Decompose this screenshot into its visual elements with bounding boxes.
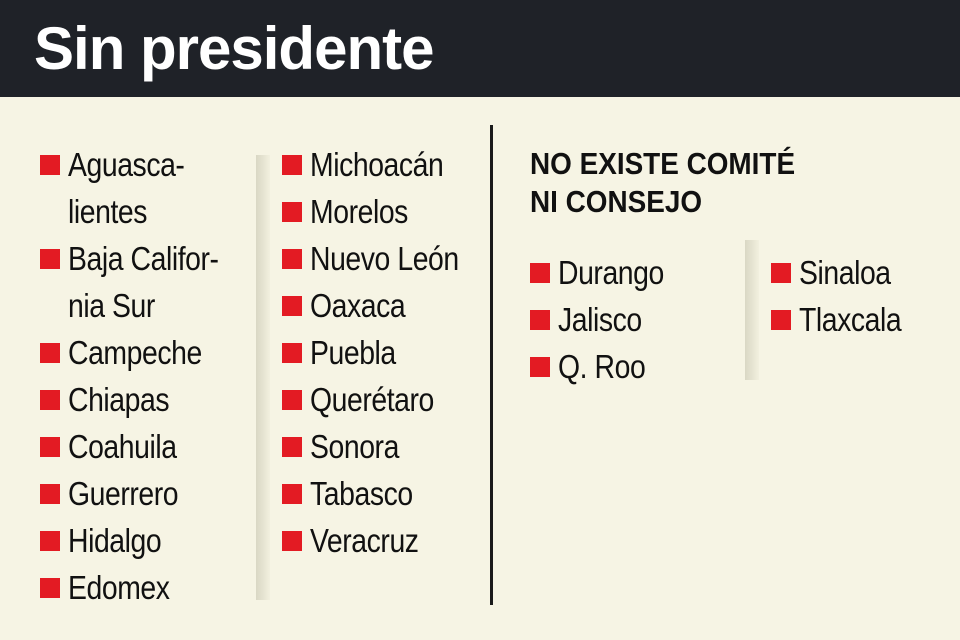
square-bullet-icon [282,437,302,457]
list-item: nia Sur [40,282,243,329]
state-name: Aguasca- [68,146,185,183]
list-item: Chiapas [40,376,243,423]
list-item: Michoacán [282,141,483,188]
state-name: Guerrero [68,475,179,512]
square-bullet-icon [530,310,550,330]
state-list-1: Aguasca-lientes Baja Califor-nia Sur Campe… [40,141,243,611]
list-item: Edomex [40,564,243,611]
state-name: Veracruz [310,522,419,559]
square-bullet-icon [40,343,60,363]
list-item: Oaxaca [282,282,483,329]
list-item: Q. Roo [530,343,681,390]
list-item: Durango [530,249,681,296]
list-item: Puebla [282,329,483,376]
list-item: lientes [40,188,243,235]
heading-line: NI CONSEJO [530,184,703,219]
square-bullet-icon [530,263,550,283]
square-bullet-icon [40,578,60,598]
square-bullet-icon [282,390,302,410]
state-name: Hidalgo [68,522,162,559]
state-name: Michoacán [310,146,444,183]
square-bullet-icon [282,531,302,551]
state-name: Chiapas [68,381,170,418]
state-list-4: Sinaloa Tlaxcala [771,249,918,343]
square-bullet-icon [282,249,302,269]
square-bullet-icon [282,155,302,175]
state-name: Puebla [310,334,396,371]
square-bullet-icon [40,484,60,504]
list-item: Jalisco [530,296,681,343]
list-item: Veracruz [282,517,483,564]
state-name: Campeche [68,334,202,371]
header-bar: Sin presidente [0,0,960,97]
state-name: Nuevo León [310,240,459,277]
state-name: Tlaxcala [799,301,902,338]
list-item: Hidalgo [40,517,243,564]
square-bullet-icon [282,484,302,504]
list-item: Campeche [40,329,243,376]
square-bullet-icon [771,263,791,283]
square-bullet-icon [282,343,302,363]
list-item: Morelos [282,188,483,235]
list-item: Sonora [282,423,483,470]
heading-line: NO EXISTE COMITÉ [530,146,796,181]
list-item: Sinaloa [771,249,918,296]
state-name: Coahuila [68,428,177,465]
state-name: Tabasco [310,475,413,512]
list-item: Tlaxcala [771,296,918,343]
square-bullet-icon [282,296,302,316]
column-divider [745,240,759,380]
list-item: Guerrero [40,470,243,517]
state-name: Jalisco [558,301,642,338]
state-name: Baja Califor- [68,240,219,277]
state-name: Oaxaca [310,287,406,324]
page-title: Sin presidente [34,15,434,82]
section-divider [490,125,493,605]
square-bullet-icon [40,155,60,175]
list-item: Tabasco [282,470,483,517]
state-name: Q. Roo [558,348,646,385]
state-name: Querétaro [310,381,434,418]
state-name: Durango [558,254,664,291]
list-item: Aguasca- [40,141,243,188]
square-bullet-icon [40,390,60,410]
column-divider [256,155,270,600]
list-item: Baja Califor- [40,235,243,282]
square-bullet-icon [530,357,550,377]
state-name: Morelos [310,193,408,230]
square-bullet-icon [40,531,60,551]
state-name: Edomex [68,569,170,606]
square-bullet-icon [40,437,60,457]
state-list-3: Durango Jalisco Q. Roo [530,249,681,390]
list-item: Querétaro [282,376,483,423]
state-name: Sonora [310,428,399,465]
state-name: lientes [68,193,148,230]
state-name: nia Sur [68,287,155,324]
state-name: Sinaloa [799,254,891,291]
square-bullet-icon [40,249,60,269]
list-item: Nuevo León [282,235,483,282]
list-item: Coahuila [40,423,243,470]
square-bullet-icon [282,202,302,222]
square-bullet-icon [771,310,791,330]
section-heading: NO EXISTE COMITÉ NI CONSEJO [530,145,825,221]
state-list-2: Michoacán Morelos Nuevo León Oaxaca Puebla Qu… [282,141,483,564]
